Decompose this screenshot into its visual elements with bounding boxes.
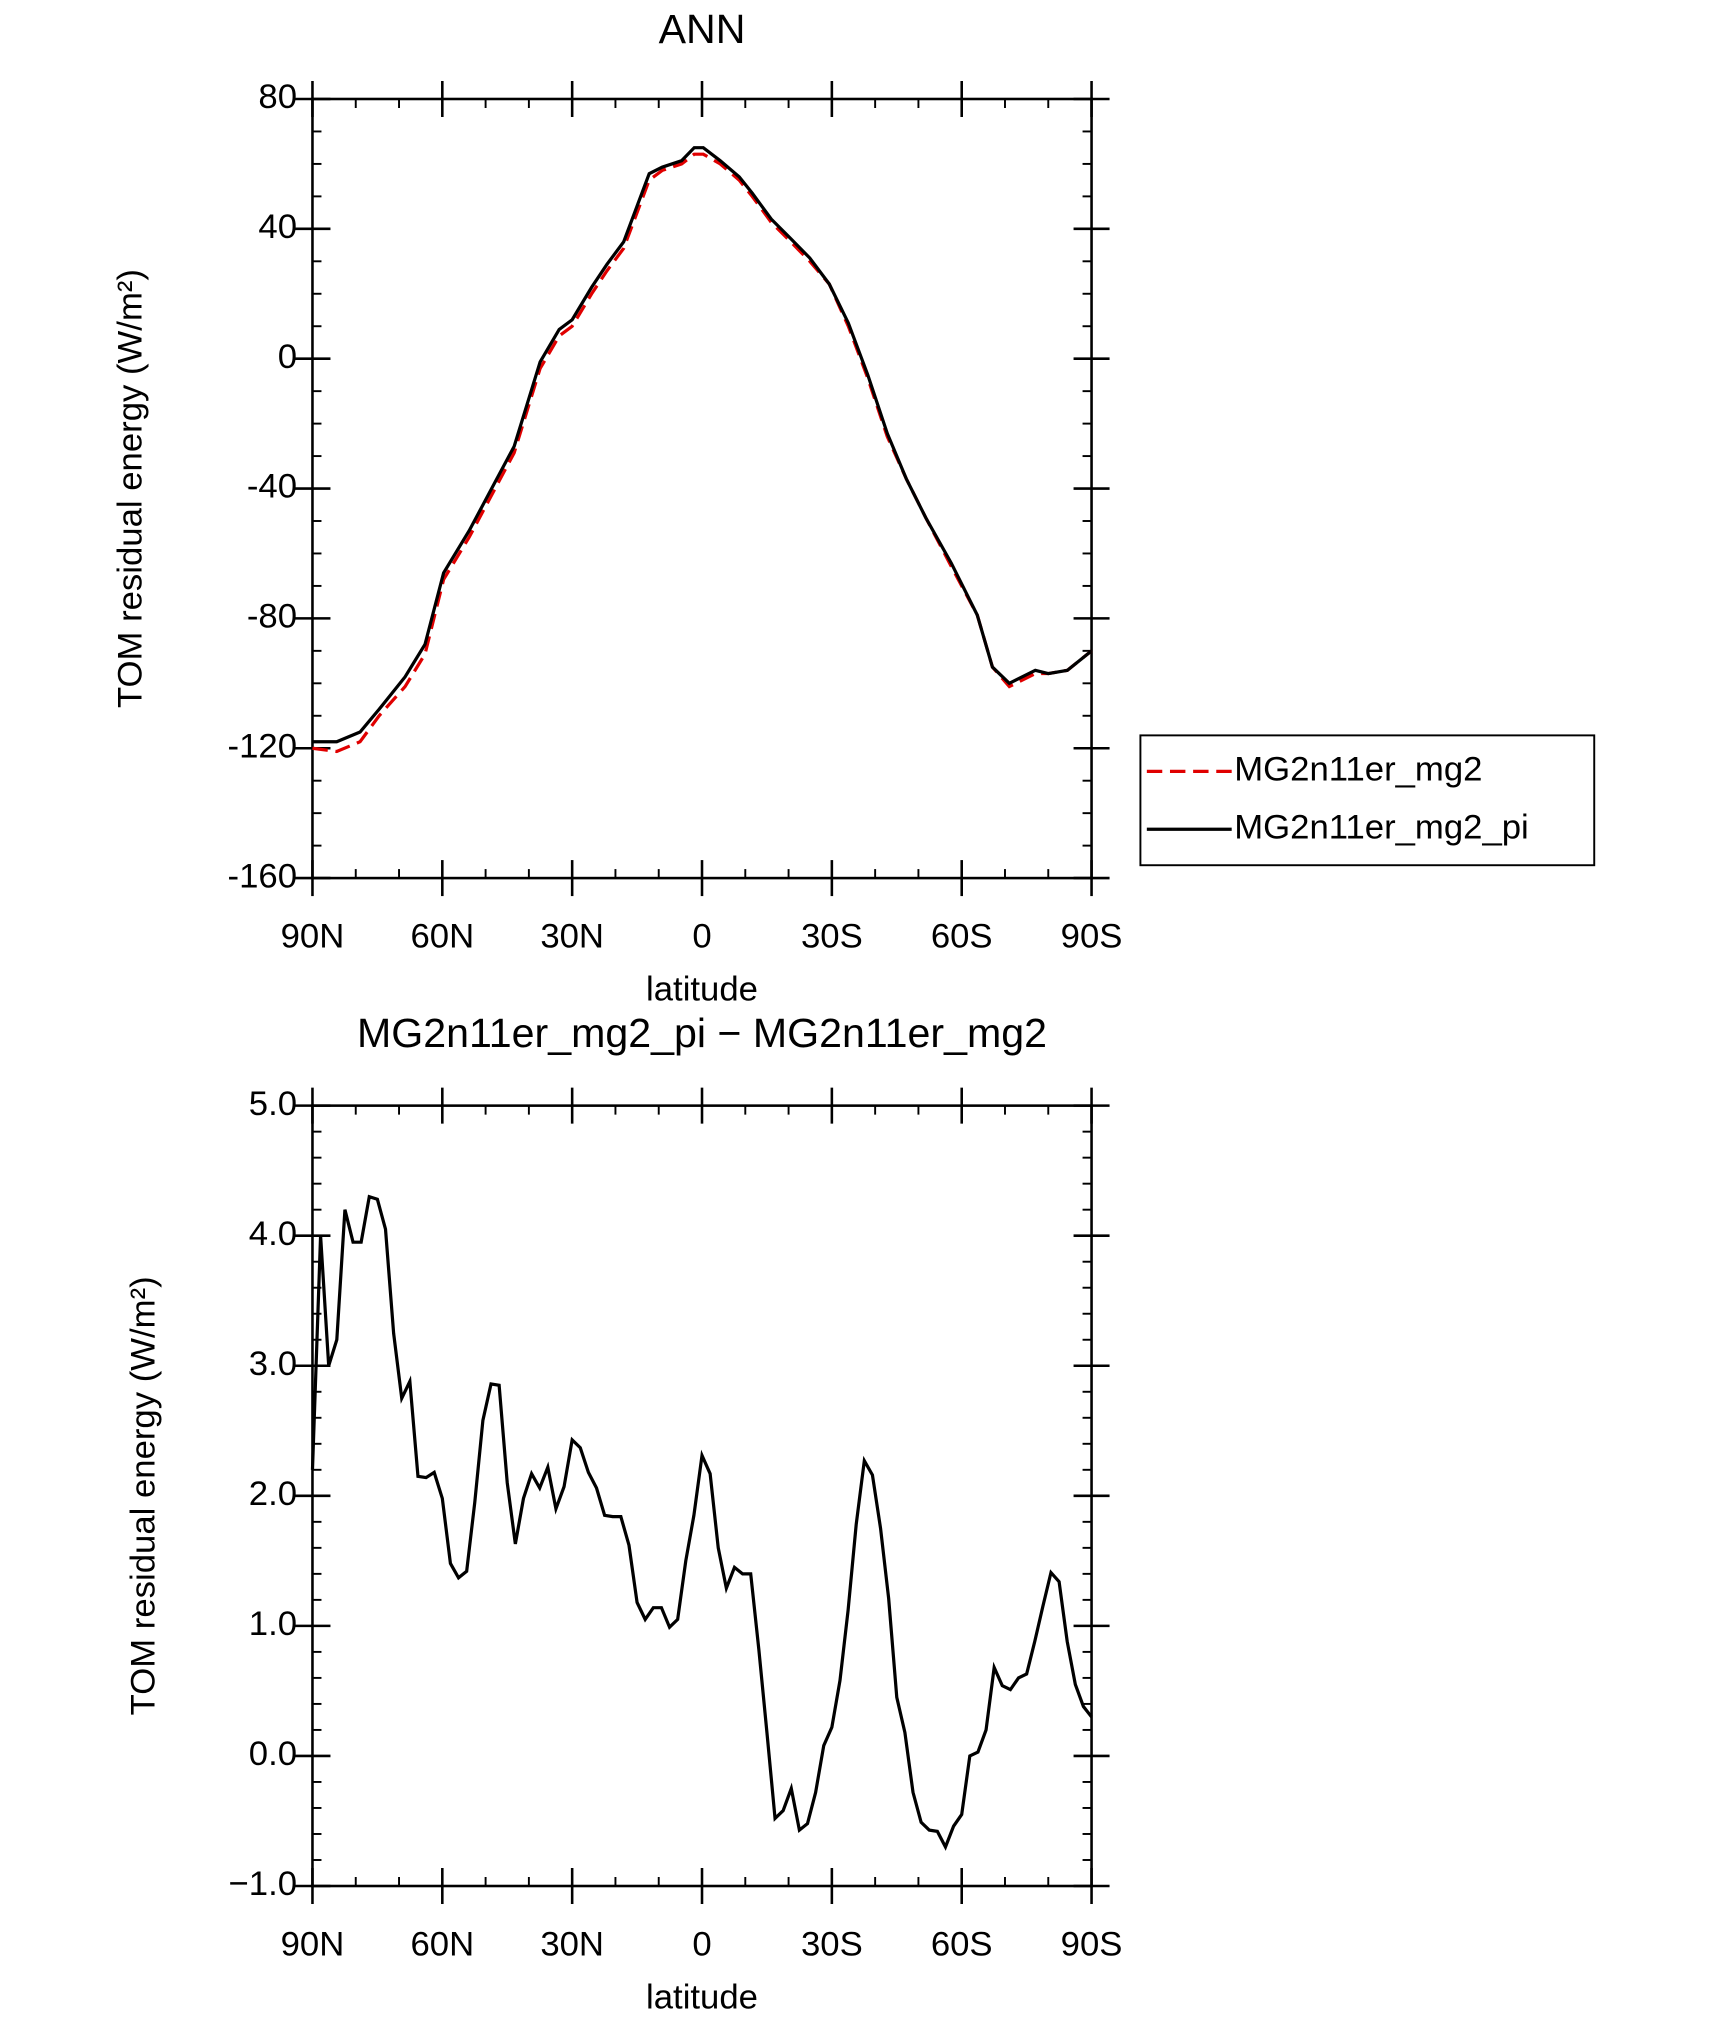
x-tick-label: 30S [801,1926,863,1964]
y-tick-label: 3.0 [249,1345,297,1383]
y-tick-label: 1.0 [249,1605,297,1643]
y-tick-label: -160 [228,857,297,895]
y-tick-label: 0 [278,338,297,376]
x-tick-label: 60N [410,1926,474,1964]
legend-label: MG2n11er_mg2_pi [1234,808,1529,846]
x-tick-label: 60S [931,1926,993,1964]
legend-label: MG2n11er_mg2 [1234,751,1482,789]
y-tick-label: -120 [228,727,297,765]
chart-title: ANN [659,6,746,52]
y-tick-label: 2.0 [249,1475,297,1513]
x-tick-label: 90N [281,918,345,956]
x-tick-label: 0 [692,1926,711,1964]
plot-frame [311,1104,1093,1888]
y-axis-label: TOM residual energy (W/m²) [125,1276,163,1715]
x-tick-label: 90N [281,1926,345,1964]
x-tick-label: 30N [540,918,604,956]
x-tick-label: 90S [1061,1926,1123,1964]
data-line [312,146,1093,744]
panel: MG2n11er_mg2_pi − MG2n11er_mg2 latitude TO… [125,1010,1123,2016]
y-tick-label: 40 [258,208,297,246]
x-tick-label: 90S [1061,918,1123,956]
data-line [312,152,1093,754]
plot-frame [311,97,1093,880]
x-axis-label: latitude [646,970,758,1008]
legend-box [1139,734,1596,867]
panel: ANN latitude TOM residual energy (W/m²) -16… [112,6,1596,1008]
chart-title: MG2n11er_mg2_pi − MG2n11er_mg2 [357,1010,1047,1056]
x-tick-label: 0 [692,918,711,956]
y-tick-label: 80 [258,78,297,116]
legend: MG2n11er_mg2 MG2n11er_mg2_pi [1139,734,1596,867]
x-tick-label: 60N [410,918,474,956]
x-tick-label: 60S [931,918,993,956]
x-tick-label: 30S [801,918,863,956]
x-axis-label: latitude [646,1978,758,2016]
data-line [310,1194,1093,1851]
y-tick-label: −1.0 [229,1865,298,1903]
y-tick-label: -40 [247,468,297,506]
y-tick-label: 0.0 [249,1735,297,1773]
y-tick-label: 5.0 [249,1085,297,1123]
y-tick-label: -80 [247,598,297,636]
x-tick-label: 30N [540,1926,604,1964]
y-tick-label: 4.0 [249,1215,297,1253]
y-axis-label: TOM residual energy (W/m²) [112,269,150,708]
